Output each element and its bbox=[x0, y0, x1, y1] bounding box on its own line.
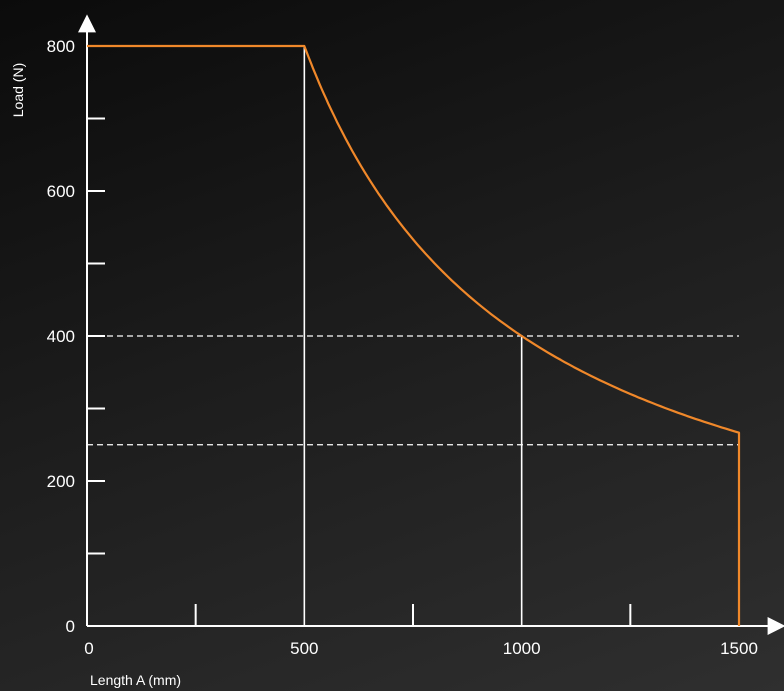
y-tick-label: 200 bbox=[47, 472, 75, 491]
x-tick-label: 500 bbox=[290, 639, 318, 658]
reference-lines bbox=[87, 46, 739, 626]
y-tick-label: 400 bbox=[47, 327, 75, 346]
y-tick-label: 600 bbox=[47, 182, 75, 201]
load-curve-group bbox=[87, 44, 741, 626]
axis-ticks: 0 200 400 600 800 0 500 1000 1500 bbox=[47, 37, 758, 658]
x-tick-label: 1000 bbox=[503, 639, 541, 658]
load-curve bbox=[87, 44, 741, 626]
y-tick-label: 0 bbox=[66, 617, 75, 636]
y-axis-label: Load (N) bbox=[10, 63, 26, 117]
x-axis-label: Length A (mm) bbox=[90, 672, 181, 688]
y-tick-label: 800 bbox=[47, 37, 75, 56]
x-tick-label: 0 bbox=[84, 639, 93, 658]
x-tick-label: 1500 bbox=[720, 639, 758, 658]
